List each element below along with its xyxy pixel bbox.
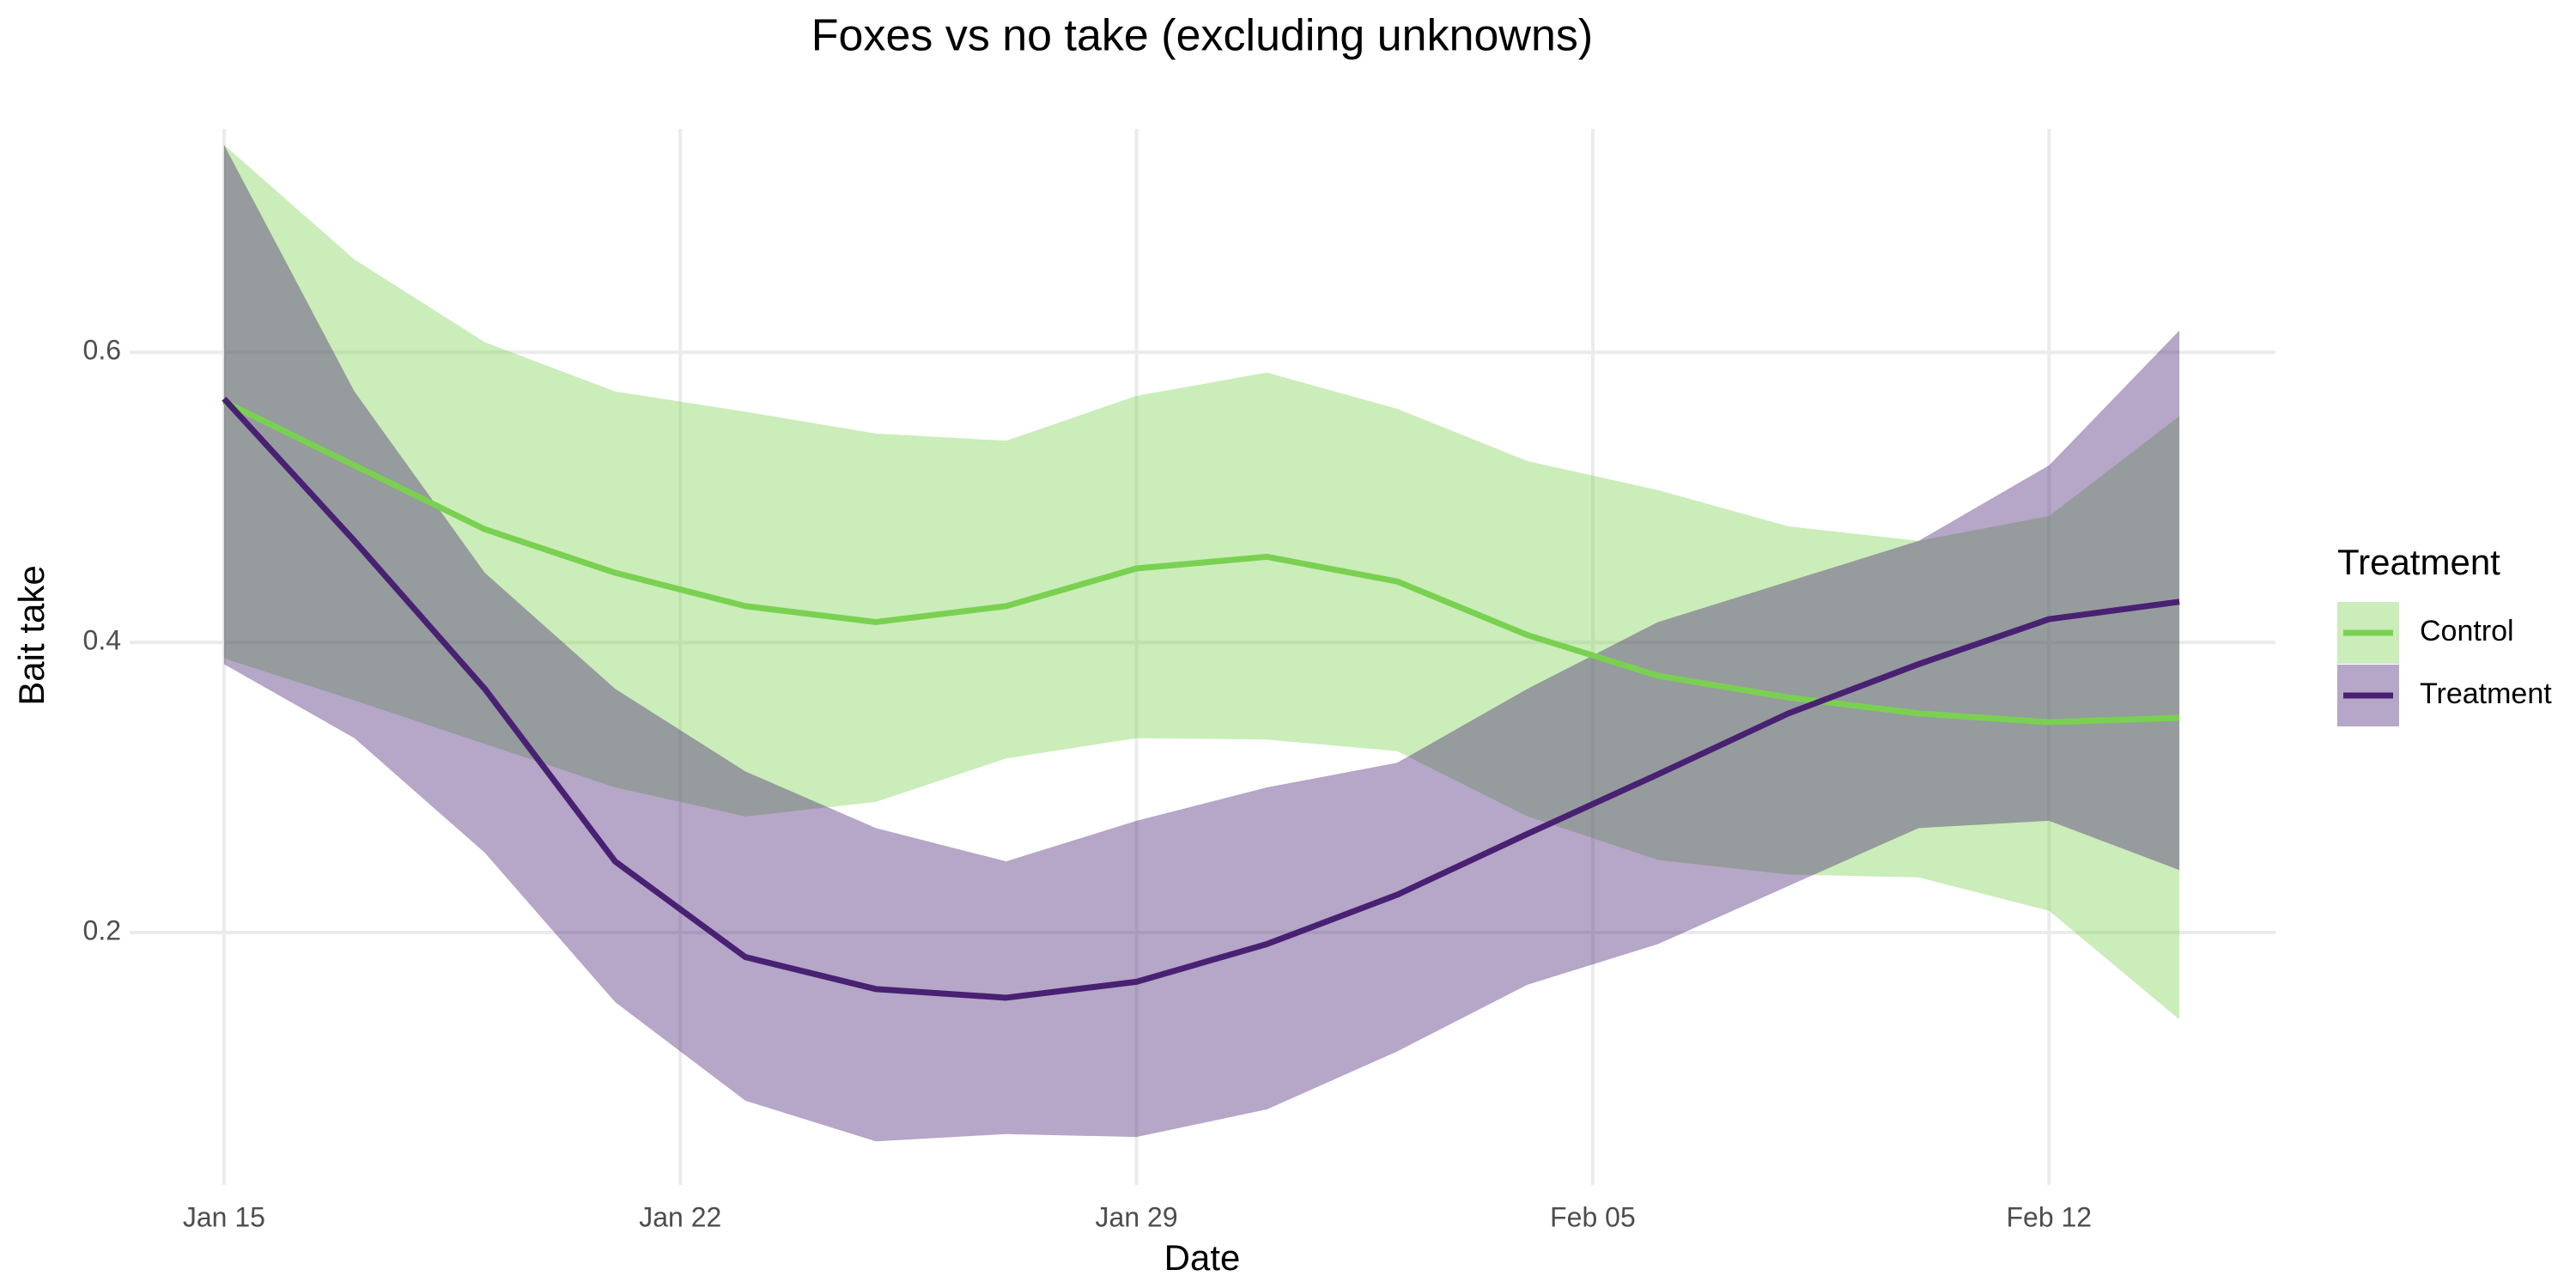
x-tick-label: Jan 22 <box>639 1201 721 1232</box>
confidence-band <box>223 144 2180 1142</box>
y-tick-label: 0.4 <box>83 625 121 656</box>
x-tick-label: Feb 05 <box>1550 1201 1636 1232</box>
legend-label: Treatment <box>2420 677 2552 710</box>
y-tick-label: 0.6 <box>83 335 121 366</box>
legend-title: Treatment <box>2337 542 2500 582</box>
x-tick-label: Jan 29 <box>1096 1201 1178 1232</box>
confidence-band <box>223 144 2180 1020</box>
chart-title: Foxes vs no take (excluding unknowns) <box>811 11 1593 61</box>
y-tick-label: 0.2 <box>83 914 121 945</box>
x-axis-title: Date <box>1164 1237 1241 1278</box>
line <box>222 396 2180 1001</box>
legend-label: Control <box>2420 615 2514 647</box>
x-tick-label: Feb 12 <box>2006 1201 2092 1232</box>
y-axis-title: Bait take <box>11 565 52 705</box>
x-tick-label: Jan 15 <box>183 1201 265 1232</box>
line <box>222 398 2180 726</box>
